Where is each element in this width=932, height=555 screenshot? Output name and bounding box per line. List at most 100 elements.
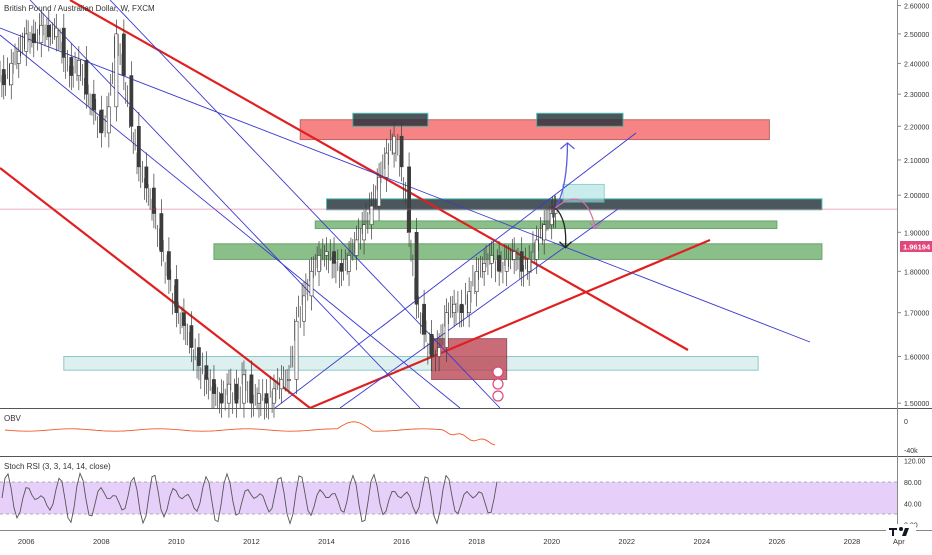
chart-title: British Pound / Australian Dollar, W, FX…	[4, 4, 155, 13]
candle-body	[234, 383, 239, 404]
candle-body	[257, 393, 261, 404]
time-tick-label: 2006	[18, 537, 35, 546]
candle-body	[287, 379, 291, 381]
candle-body	[151, 187, 156, 214]
candle-body	[99, 109, 104, 134]
time-tick-label: 2026	[769, 537, 786, 546]
candle-body	[129, 75, 134, 127]
candle-body	[1, 69, 6, 86]
price-tick-label: 2.40000	[904, 61, 929, 68]
candle-body	[76, 60, 81, 76]
obv-tick-label: 0	[904, 419, 908, 426]
trendline	[0, 167, 311, 409]
price-tick-label: 2.30000	[904, 92, 929, 99]
down-arrow-path	[554, 207, 567, 248]
tradingview-logo-icon	[886, 524, 916, 538]
up-arrow-path	[554, 142, 569, 209]
candle-body	[542, 224, 547, 241]
candle-body	[504, 259, 509, 272]
price-zone	[63, 356, 759, 371]
price-zone	[352, 112, 429, 127]
candle-body	[392, 135, 396, 154]
candle-body	[474, 271, 479, 293]
pink-arrow-path	[555, 198, 597, 229]
time-tick-label: 2012	[243, 537, 260, 546]
candle-body	[362, 224, 366, 241]
price-zone	[536, 112, 624, 127]
obv-pane: 0 -40k	[4, 419, 918, 455]
candle-body	[61, 27, 66, 58]
candle-body	[437, 347, 442, 357]
candle-body	[497, 255, 502, 272]
candle-body	[534, 239, 539, 260]
candle-body	[166, 251, 171, 280]
candle-body	[106, 106, 111, 134]
last-price-badge: 1.96194	[900, 241, 932, 252]
candle-body	[369, 205, 374, 226]
candle-body	[512, 251, 517, 260]
price-tick-label: 2.60000	[904, 4, 929, 11]
candle-body	[159, 213, 164, 252]
up-arrow-head	[560, 142, 575, 150]
candle-body	[482, 263, 487, 272]
candle-body	[429, 333, 434, 357]
tradingview-logo[interactable]	[880, 520, 922, 542]
time-tick-label: 2024	[693, 537, 710, 546]
candle-body	[189, 325, 194, 348]
time-tick-label: 2014	[318, 537, 335, 546]
candle-body	[182, 312, 186, 326]
candle-body	[114, 33, 119, 108]
candle-body	[519, 251, 524, 272]
price-tick-label: 1.70000	[904, 311, 929, 318]
price-tick-label: 1.80000	[904, 269, 929, 276]
last-price-badge-bg	[900, 241, 932, 252]
time-tick-label: 2010	[168, 537, 185, 546]
event-marker-icon[interactable]	[492, 378, 504, 390]
candle-body	[324, 251, 329, 256]
candle-body	[54, 27, 59, 38]
trendline	[309, 238, 711, 410]
candle-body	[347, 255, 351, 272]
trendline	[29, 0, 421, 409]
obv-tick-label: -40k	[904, 448, 918, 455]
candle-body	[212, 379, 216, 394]
price-tick-label: 2.00000	[904, 193, 929, 200]
candle-body	[302, 295, 306, 322]
candle-body	[9, 63, 14, 86]
candle-body	[46, 24, 51, 38]
candle-body	[452, 303, 457, 313]
rsi-band	[0, 482, 897, 514]
candle-body	[422, 303, 427, 335]
candle-body	[444, 312, 449, 348]
candle-body	[399, 135, 404, 168]
candle-body	[377, 177, 381, 207]
candle-body	[332, 251, 336, 264]
price-tick-label: 1.60000	[904, 355, 929, 362]
candle-body	[227, 383, 231, 404]
candle-body	[242, 374, 246, 404]
candle-body	[16, 51, 21, 64]
candle-body	[459, 303, 464, 313]
candle-body	[249, 374, 254, 404]
candles-layer	[0, 10, 558, 420]
candle-body	[317, 255, 321, 272]
pink-arrow-head	[589, 222, 602, 230]
candle-body	[144, 166, 149, 189]
candle-body	[136, 126, 141, 168]
candle-body	[121, 33, 126, 76]
time-tick-label: Apr	[893, 537, 905, 546]
candle-body	[204, 365, 209, 380]
event-marker-icon[interactable]	[492, 366, 504, 378]
event-marker-icon[interactable]	[492, 390, 504, 402]
time-tick-label: 2028	[844, 537, 861, 546]
candle-body	[174, 279, 179, 313]
price-tick-label: 2.10000	[904, 158, 929, 165]
down-arrow-head	[559, 241, 572, 249]
rsi-tick-label: 40.00	[904, 501, 922, 508]
rsi-tick-label: 80.00	[904, 480, 922, 487]
candle-body	[197, 347, 201, 366]
